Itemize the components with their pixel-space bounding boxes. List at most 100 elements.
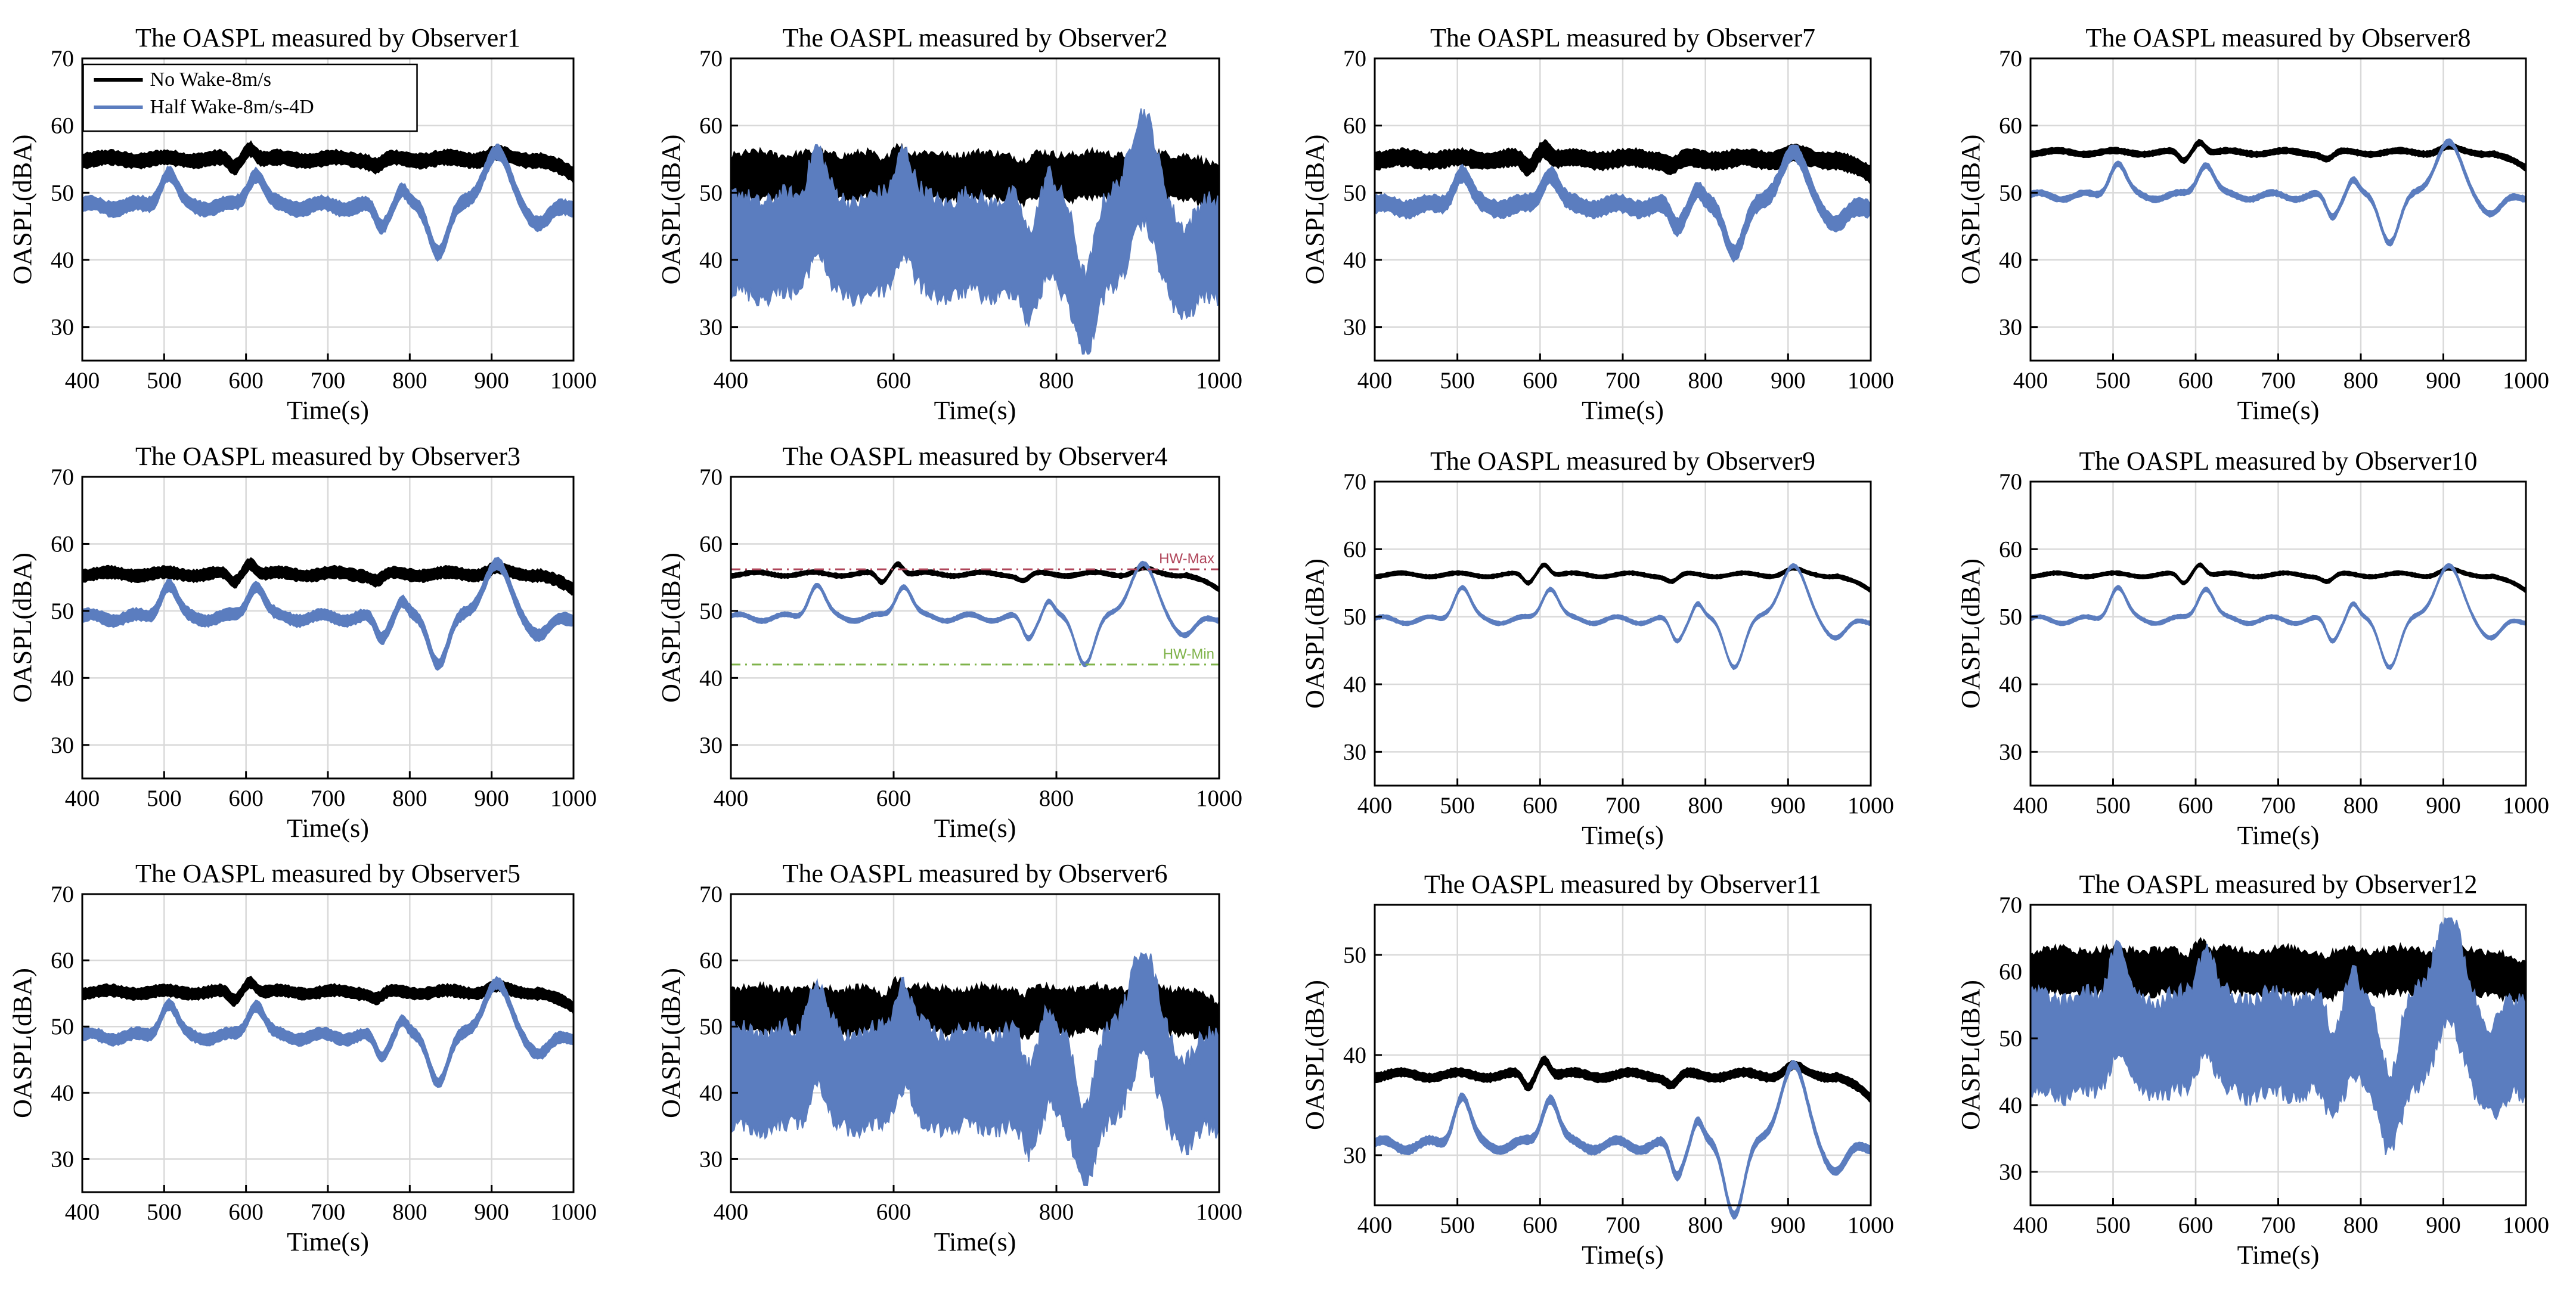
x-tick-label: 1000 bbox=[1847, 793, 1894, 818]
legend-label: Half Wake-8m/s-4D bbox=[150, 96, 314, 118]
y-tick-label: 50 bbox=[1999, 604, 2022, 630]
x-tick-label: 600 bbox=[228, 1199, 264, 1225]
x-tick-label: 1000 bbox=[550, 368, 597, 393]
x-axis-label: Time(s) bbox=[2237, 396, 2320, 425]
chart-title: The OASPL measured by Observer9 bbox=[1430, 446, 1815, 476]
x-tick-label: 1000 bbox=[550, 786, 597, 811]
x-tick-label: 800 bbox=[1039, 786, 1074, 811]
x-axis-label: Time(s) bbox=[934, 396, 1016, 425]
x-tick-label: 400 bbox=[65, 1199, 100, 1225]
subplot-obs10: 400 500 600 700 800 900 1000 30 40 50 60 70 The OASP… bbox=[1956, 446, 2549, 850]
subplot-obs1: 400 500 600 700 800 900 1000 30 40 50 60 70 The OASP… bbox=[8, 23, 597, 425]
y-tick-label: 60 bbox=[1999, 113, 2022, 139]
y-tick-label: 70 bbox=[51, 882, 74, 907]
y-tick-label: 60 bbox=[51, 531, 74, 557]
y-tick-label: 60 bbox=[51, 948, 74, 973]
chart-title: The OASPL measured by Observer6 bbox=[783, 859, 1168, 888]
x-tick-label: 700 bbox=[311, 1199, 346, 1225]
x-tick-label: 1000 bbox=[1847, 368, 1894, 393]
x-tick-label: 500 bbox=[2095, 368, 2131, 393]
y-tick-label: 70 bbox=[699, 464, 723, 490]
y-tick-label: 50 bbox=[51, 180, 74, 206]
x-tick-label: 800 bbox=[1039, 1199, 1074, 1225]
x-tick-label: 900 bbox=[1771, 1212, 1806, 1238]
x-tick-label: 400 bbox=[65, 786, 100, 811]
chart-title: The OASPL measured by Observer10 bbox=[2079, 446, 2478, 476]
y-tick-label: 40 bbox=[1999, 1093, 2022, 1118]
y-tick-label: 40 bbox=[51, 247, 74, 273]
x-tick-label: 400 bbox=[2013, 368, 2048, 393]
x-tick-label: 800 bbox=[2343, 368, 2379, 393]
x-tick-label: 500 bbox=[2095, 793, 2131, 818]
x-tick-label: 600 bbox=[1523, 793, 1558, 818]
x-tick-label: 400 bbox=[65, 368, 100, 393]
y-axis-label: OASPL(dBA) bbox=[1956, 135, 1985, 285]
y-tick-label: 30 bbox=[1999, 739, 2022, 765]
y-tick-label: 40 bbox=[699, 665, 723, 691]
x-tick-label: 500 bbox=[147, 1199, 182, 1225]
x-tick-label: 800 bbox=[392, 1199, 427, 1225]
x-tick-label: 700 bbox=[2261, 368, 2296, 393]
x-tick-label: 400 bbox=[714, 786, 749, 811]
axes-frame bbox=[730, 476, 1220, 780]
plot-area bbox=[731, 477, 1219, 778]
x-tick-label: 400 bbox=[1357, 368, 1393, 393]
y-axis-label: OASPL(dBA) bbox=[1300, 980, 1329, 1130]
subplot-obs9: 400 500 600 700 800 900 1000 30 40 50 60 70 The OASP… bbox=[1300, 446, 1894, 850]
y-axis-label: OASPL(dBA) bbox=[656, 968, 686, 1118]
y-tick-label: 70 bbox=[699, 46, 723, 72]
x-tick-label: 700 bbox=[2261, 1212, 2296, 1238]
x-tick-label: 400 bbox=[1357, 793, 1393, 818]
chart-title: The OASPL measured by Observer1 bbox=[135, 23, 520, 52]
y-tick-label: 50 bbox=[699, 598, 723, 624]
y-axis-label: OASPL(dBA) bbox=[8, 968, 37, 1118]
x-tick-label: 800 bbox=[1688, 368, 1723, 393]
y-tick-label: 50 bbox=[699, 180, 723, 206]
x-axis-label: Time(s) bbox=[287, 396, 369, 425]
x-tick-label: 900 bbox=[2426, 793, 2461, 818]
x-axis-label: Time(s) bbox=[934, 1227, 1016, 1257]
x-tick-label: 600 bbox=[876, 368, 912, 393]
x-tick-label: 600 bbox=[876, 786, 912, 811]
subplot-obs11: 400 500 600 700 800 900 1000 30 40 50 The OASPL me… bbox=[1300, 870, 1894, 1270]
x-tick-label: 800 bbox=[1688, 1212, 1723, 1238]
y-tick-label: 40 bbox=[51, 665, 74, 691]
y-tick-label: 40 bbox=[699, 247, 723, 273]
x-tick-label: 700 bbox=[1605, 1212, 1641, 1238]
x-tick-label: 1000 bbox=[2503, 793, 2549, 818]
y-tick-label: 70 bbox=[1343, 469, 1366, 495]
y-tick-label: 60 bbox=[1343, 113, 1366, 139]
y-tick-label: 40 bbox=[51, 1080, 74, 1106]
y-tick-label: 40 bbox=[1999, 672, 2022, 697]
x-tick-label: 700 bbox=[1605, 368, 1641, 393]
y-tick-label: 30 bbox=[51, 733, 74, 758]
legend: No Wake-8m/s Half Wake-8m/s-4D bbox=[82, 63, 418, 132]
x-tick-label: 1000 bbox=[2503, 1212, 2549, 1238]
x-tick-label: 700 bbox=[311, 786, 346, 811]
y-tick-label: 70 bbox=[51, 464, 74, 490]
legend-box bbox=[82, 63, 418, 132]
x-tick-label: 500 bbox=[1440, 1212, 1475, 1238]
y-tick-label: 30 bbox=[1343, 315, 1366, 340]
chart-title: The OASPL measured by Observer5 bbox=[135, 859, 520, 888]
y-tick-label: 40 bbox=[1343, 672, 1366, 697]
legend-label: No Wake-8m/s bbox=[150, 69, 271, 91]
y-axis-label: OASPL(dBA) bbox=[1956, 559, 1985, 709]
axes-frame bbox=[730, 893, 1220, 1193]
y-axis-label: OASPL(dBA) bbox=[1300, 135, 1329, 285]
x-tick-label: 900 bbox=[2426, 1212, 2461, 1238]
x-tick-label: 600 bbox=[1523, 368, 1558, 393]
y-tick-label: 50 bbox=[1343, 180, 1366, 206]
x-tick-label: 700 bbox=[2261, 793, 2296, 818]
y-tick-label: 40 bbox=[1999, 247, 2022, 273]
y-tick-label: 30 bbox=[1343, 739, 1366, 765]
y-tick-label: 70 bbox=[51, 46, 74, 72]
chart-title: The OASPL measured by Observer7 bbox=[1430, 23, 1815, 52]
x-tick-label: 900 bbox=[2426, 368, 2461, 393]
y-tick-label: 70 bbox=[1999, 469, 2022, 495]
x-tick-label: 600 bbox=[2178, 793, 2214, 818]
x-axis-label: Time(s) bbox=[1582, 1240, 1664, 1270]
x-tick-label: 900 bbox=[474, 786, 509, 811]
x-axis-label: Time(s) bbox=[1582, 396, 1664, 425]
subplot-obs6: 400 600 800 1000 30 40 50 60 70 The OASPL measure… bbox=[656, 859, 1242, 1257]
